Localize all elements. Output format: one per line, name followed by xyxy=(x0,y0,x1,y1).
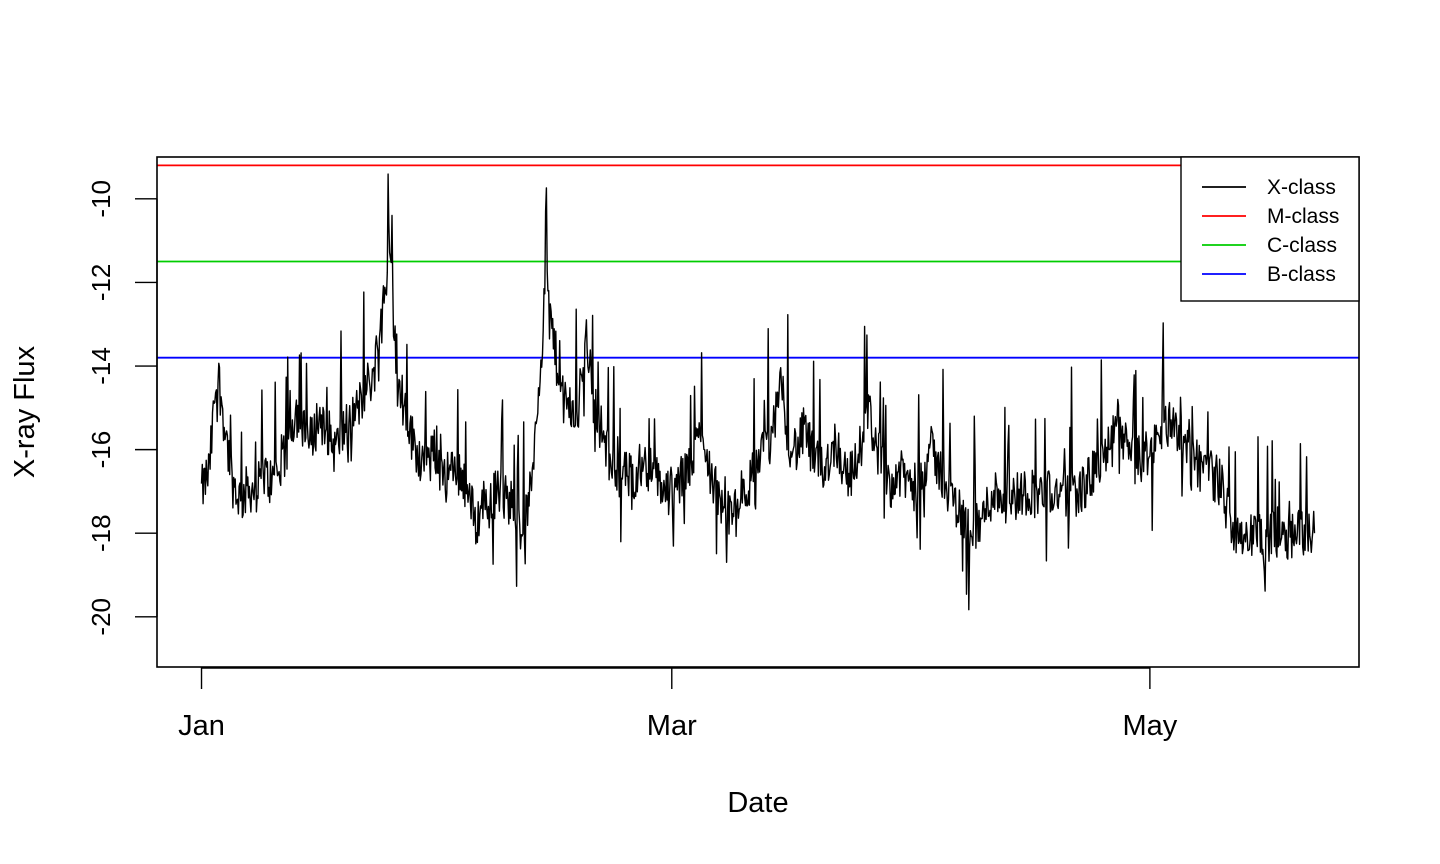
legend-label-b-class: B-class xyxy=(1267,263,1336,286)
x-axis: Jan Mar May xyxy=(178,667,1178,742)
legend-label-m-class: M-class xyxy=(1267,205,1339,228)
legend: X-class M-class C-class B-class xyxy=(1180,156,1360,302)
x-axis-title: Date xyxy=(727,787,788,819)
x-tick-label: Jan xyxy=(178,710,225,742)
legend-label-c-class: C-class xyxy=(1267,234,1337,257)
y-tick-label: -20 xyxy=(86,598,116,636)
y-axis-title: X-ray Flux xyxy=(9,345,41,478)
y-tick-label: -16 xyxy=(86,431,116,469)
y-axis: -10 -12 -14 -16 -18 -20 xyxy=(86,180,158,636)
y-tick-label: -18 xyxy=(86,514,116,552)
y-tick-label: -10 xyxy=(86,180,116,218)
plot-frame xyxy=(156,156,1360,668)
x-tick-label: May xyxy=(1122,710,1177,742)
series-layer xyxy=(200,173,1316,611)
y-tick-label: -12 xyxy=(86,264,116,302)
legend-box xyxy=(1180,156,1360,302)
legend-label-x-class: X-class xyxy=(1267,176,1336,199)
y-tick-label: -14 xyxy=(86,347,116,385)
threshold-lines xyxy=(157,164,1359,359)
x-tick-label: Mar xyxy=(647,710,697,742)
series-line-x-class xyxy=(200,173,1316,611)
